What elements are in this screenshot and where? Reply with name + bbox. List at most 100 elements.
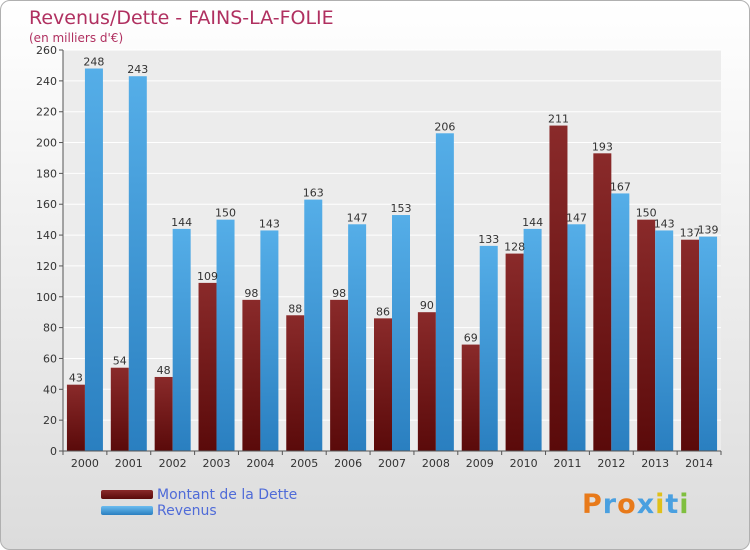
y-tick-label: 60 [43, 352, 57, 365]
data-label: 69 [464, 332, 478, 345]
bar-revenus [479, 245, 498, 451]
bar-revenus [699, 236, 718, 451]
bar-dette [681, 239, 700, 451]
data-label: 98 [332, 287, 346, 300]
bar-dette [637, 219, 656, 451]
bar-dette [110, 367, 129, 451]
y-tick-label: 260 [36, 44, 57, 57]
y-tick-label: 20 [43, 414, 57, 427]
bar-dette [505, 253, 524, 451]
data-label: 153 [391, 202, 412, 215]
y-tick-label: 80 [43, 322, 57, 335]
bar-dette [461, 344, 480, 451]
data-label: 144 [522, 216, 543, 229]
data-label: 150 [215, 207, 236, 220]
legend-swatch-revenus [101, 506, 153, 515]
x-tick-label: 2008 [422, 457, 450, 470]
bar-dette [549, 125, 568, 452]
bar-revenus [435, 133, 454, 452]
logo-letter: P [582, 489, 603, 520]
bar-dette [242, 299, 261, 451]
bar-dette [198, 282, 217, 451]
y-tick-label: 180 [36, 167, 57, 180]
x-tick-label: 2013 [641, 457, 669, 470]
bar-dette [374, 318, 392, 451]
bar-revenus [260, 230, 279, 451]
legend-label-revenus: Revenus [157, 503, 217, 519]
bar-dette [417, 312, 436, 451]
data-label: 167 [610, 180, 631, 193]
data-label: 48 [157, 364, 171, 377]
x-tick-label: 2001 [115, 457, 143, 470]
x-tick-label: 2009 [466, 457, 494, 470]
data-label: 43 [69, 372, 83, 385]
data-label: 163 [303, 187, 324, 200]
data-label: 88 [288, 302, 302, 315]
bar-dette [154, 376, 173, 451]
data-label: 109 [197, 270, 218, 283]
y-tick-label: 220 [36, 106, 57, 119]
bar-revenus [84, 68, 103, 451]
logo-letter: i [655, 489, 666, 520]
data-label: 150 [636, 207, 657, 220]
y-tick-label: 240 [36, 75, 57, 88]
legend-swatch-dette [101, 490, 153, 499]
data-label: 144 [171, 216, 192, 229]
data-label: 90 [420, 299, 434, 312]
chart-subtitle: (en milliers d'€) [29, 31, 124, 45]
x-tick-label: 2004 [246, 457, 274, 470]
data-label: 211 [548, 113, 569, 126]
data-label: 243 [127, 63, 148, 76]
proxiti-logo: Proxiti [582, 489, 690, 520]
y-tick-label: 40 [43, 383, 57, 396]
x-tick-label: 2010 [510, 457, 538, 470]
y-tick-label: 140 [36, 229, 57, 242]
bar-revenus [611, 193, 630, 451]
y-tick-label: 120 [36, 260, 57, 273]
logo-letter: i [679, 489, 690, 520]
x-tick-label: 2011 [553, 457, 581, 470]
data-label: 143 [259, 217, 280, 230]
logo-letter: r [602, 489, 618, 520]
data-label: 86 [376, 305, 390, 318]
bar-dette [593, 153, 612, 452]
chart-title: Revenus/Dette - FAINS-LA-FOLIE [29, 7, 334, 29]
bar-revenus [216, 219, 235, 451]
logo-letter: o [617, 489, 637, 520]
x-tick-label: 2007 [378, 457, 406, 470]
data-label: 147 [566, 211, 587, 224]
data-label: 143 [654, 217, 675, 230]
y-tick-label: 160 [36, 198, 57, 211]
logo-letter: t [665, 489, 680, 520]
data-label: 137 [680, 227, 701, 240]
bar-revenus [128, 76, 147, 451]
x-tick-label: 2005 [290, 457, 318, 470]
logo-letter: x [636, 489, 656, 520]
x-tick-label: 2014 [685, 457, 713, 470]
bar-revenus [348, 224, 367, 451]
data-label: 147 [347, 211, 368, 224]
x-tick-label: 2006 [334, 457, 362, 470]
data-label: 54 [113, 355, 127, 368]
y-tick-label: 0 [50, 445, 57, 458]
data-label: 248 [83, 56, 104, 69]
x-tick-label: 2002 [159, 457, 187, 470]
bar-revenus [655, 230, 674, 451]
bar-revenus [392, 215, 410, 451]
data-label: 98 [244, 287, 258, 300]
data-label: 206 [434, 120, 455, 133]
data-label: 193 [592, 140, 613, 153]
data-label: 128 [504, 241, 525, 254]
y-tick-label: 200 [36, 137, 57, 150]
bar-revenus [304, 199, 323, 451]
legend-label-dette: Montant de la Dette [157, 487, 298, 503]
x-tick-label: 2012 [597, 457, 625, 470]
bar-dette [330, 299, 349, 451]
bar-revenus [172, 228, 191, 451]
x-tick-label: 2003 [203, 457, 231, 470]
data-label: 139 [698, 224, 719, 237]
data-label: 133 [478, 233, 499, 246]
y-tick-label: 100 [36, 291, 57, 304]
